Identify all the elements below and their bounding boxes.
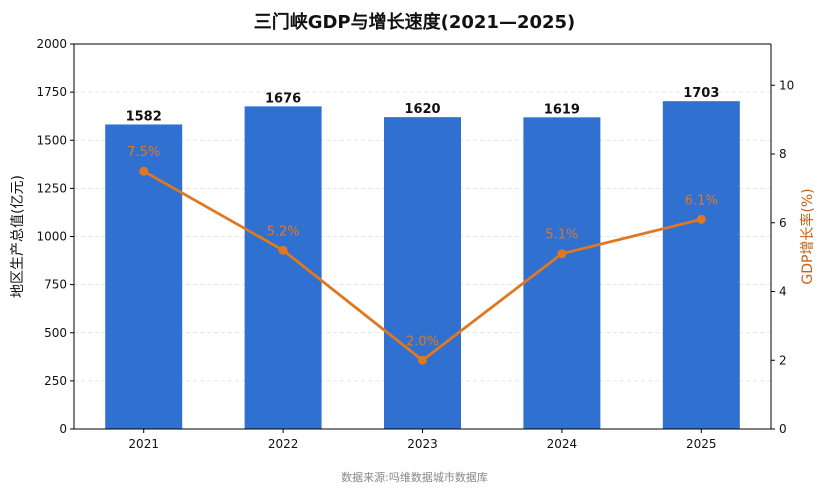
left-tick-label-8: 2000 bbox=[36, 37, 67, 51]
growth-label-2021: 7.5% bbox=[127, 145, 160, 160]
left-tick-label-6: 1500 bbox=[36, 133, 67, 147]
x-tick-label-2023: 2023 bbox=[407, 437, 438, 451]
bar-value-label-2021: 1582 bbox=[126, 109, 162, 124]
x-tick-label-2024: 2024 bbox=[547, 437, 578, 451]
growth-label-2025: 6.1% bbox=[685, 193, 718, 208]
left-tick-label-7: 1750 bbox=[36, 85, 67, 99]
bar-value-label-2025: 1703 bbox=[683, 86, 719, 101]
left-tick-label-1: 250 bbox=[44, 374, 67, 388]
growth-point-2022 bbox=[278, 245, 288, 255]
growth-point-2021 bbox=[139, 166, 149, 176]
chart-title: 三门峡GDP与增长速度(2021—2025) bbox=[253, 12, 576, 33]
right-tick-label-3: 6 bbox=[779, 216, 787, 230]
bar-value-label-2024: 1619 bbox=[544, 102, 580, 117]
right-axis-label: GDP增长率(%) bbox=[799, 188, 816, 284]
right-tick-label-0: 0 bbox=[779, 422, 787, 436]
growth-label-2023: 2.0% bbox=[406, 334, 439, 349]
x-tick-label-2025: 2025 bbox=[686, 437, 717, 451]
left-axis-label: 地区生产总值(亿元) bbox=[10, 175, 26, 298]
bar-value-label-2022: 1676 bbox=[265, 91, 301, 106]
right-tick-label-4: 8 bbox=[779, 147, 787, 161]
x-tick-label-2022: 2022 bbox=[268, 437, 299, 451]
growth-point-2024 bbox=[557, 249, 567, 259]
bar-2022 bbox=[244, 106, 322, 430]
left-tick-label-2: 500 bbox=[44, 326, 67, 340]
left-tick-label-5: 1250 bbox=[36, 181, 67, 195]
bar-2023 bbox=[384, 117, 461, 430]
x-tick-label-2021: 2021 bbox=[128, 437, 159, 451]
left-tick-label-0: 0 bbox=[59, 422, 67, 436]
growth-label-2024: 5.1% bbox=[545, 228, 578, 243]
right-tick-label-5: 10 bbox=[779, 78, 794, 92]
bar-2025 bbox=[662, 101, 740, 430]
growth-point-2025 bbox=[696, 214, 706, 224]
right-tick-label-2: 4 bbox=[779, 285, 787, 299]
right-tick-label-1: 2 bbox=[779, 353, 787, 367]
growth-point-2023 bbox=[418, 355, 427, 365]
growth-label-2022: 5.2% bbox=[267, 224, 300, 239]
bar-value-label-2023: 1620 bbox=[404, 102, 440, 117]
left-tick-label-3: 750 bbox=[44, 278, 67, 292]
left-tick-label-4: 1000 bbox=[36, 230, 67, 244]
source-note: 数据来源:吗维数据城市数据库 bbox=[341, 471, 488, 484]
